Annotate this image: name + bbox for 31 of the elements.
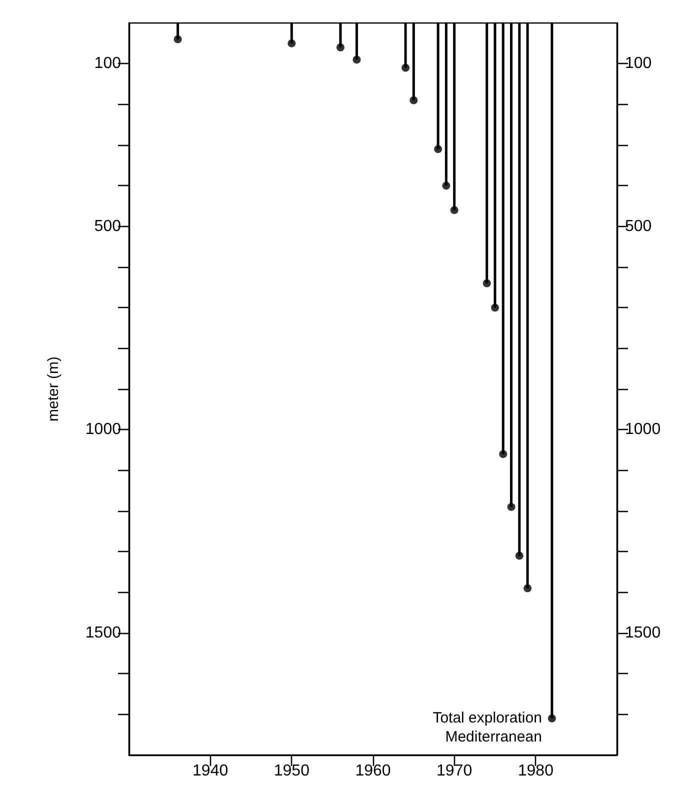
point <box>548 714 556 722</box>
point <box>442 182 450 190</box>
y2-tick-label: 1000 <box>625 421 661 438</box>
point <box>499 450 508 458</box>
point <box>174 35 182 44</box>
y2-tick-label: 100 <box>625 55 652 72</box>
point <box>434 145 442 154</box>
y-tick-label: 100 <box>94 55 122 72</box>
point <box>515 552 524 560</box>
point <box>482 279 491 288</box>
point <box>450 206 458 214</box>
x-tick-label: 1970 <box>436 762 472 780</box>
x-tick-label: 1950 <box>274 762 310 780</box>
point <box>402 64 410 72</box>
point <box>336 43 344 52</box>
x-tick-label: 1960 <box>355 762 391 780</box>
y-axis-title: meter (m) <box>45 356 62 422</box>
y-tick-label: 500 <box>94 218 122 235</box>
y-tick-label: 1000 <box>85 421 122 438</box>
point <box>507 502 516 511</box>
point <box>410 96 418 104</box>
point <box>288 39 296 48</box>
point <box>524 584 532 592</box>
y-tick-label: 1500 <box>85 624 122 642</box>
y2-tick-label: 1500 <box>625 624 661 642</box>
x-tick-label: 1980 <box>518 762 554 780</box>
y2-tick-label: 500 <box>625 218 652 235</box>
x-tick-label: 1940 <box>192 762 228 780</box>
annotation: Total exploration Mediterranean <box>432 709 542 746</box>
point <box>491 304 499 312</box>
point <box>352 56 361 64</box>
